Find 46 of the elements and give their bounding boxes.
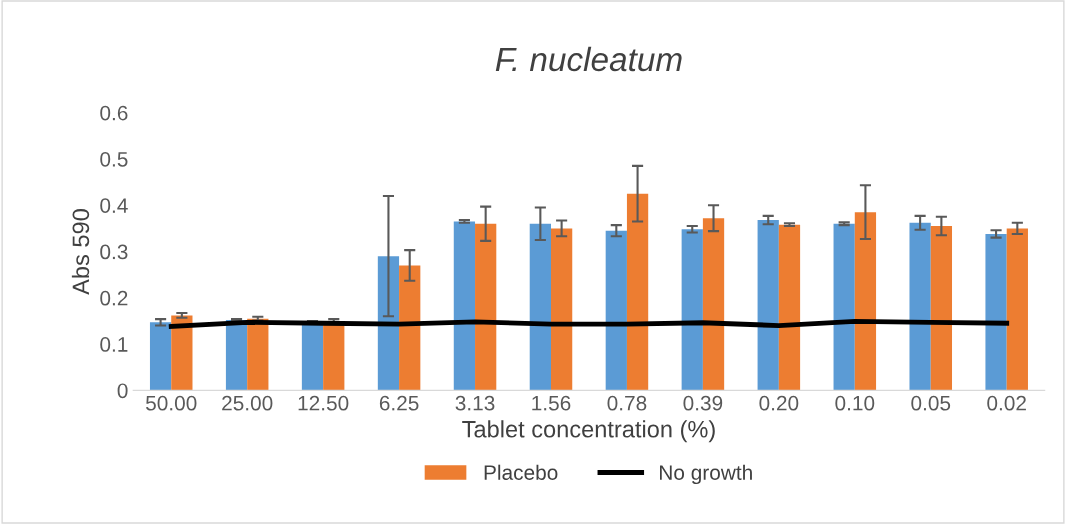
y-tick-label: 0.2 — [100, 290, 128, 306]
x-tick-label: 1.56 — [532, 395, 571, 411]
bar — [930, 226, 953, 391]
bar — [453, 221, 476, 391]
bar — [529, 223, 551, 391]
bar — [985, 233, 1007, 391]
bar — [550, 228, 573, 391]
bar — [1006, 228, 1028, 391]
bar — [909, 222, 931, 391]
bar — [702, 218, 725, 391]
y-axis-title: Abs 590 — [71, 209, 90, 295]
bar — [833, 223, 855, 391]
y-tick-label: 0.6 — [100, 105, 128, 121]
x-tick-label: 6.25 — [379, 395, 419, 411]
chart-title: F. nucleatum — [495, 46, 682, 72]
bar — [681, 229, 703, 391]
bar — [247, 318, 269, 391]
bar — [854, 212, 877, 391]
x-tick-label: 12.50 — [298, 395, 349, 411]
x-tick-label: 3.13 — [455, 395, 495, 411]
x-tick-label: 0.05 — [911, 395, 951, 411]
bar — [171, 315, 193, 391]
x-tick-label: 0.78 — [607, 395, 647, 411]
x-tick-label: 50.00 — [146, 395, 197, 411]
y-tick-label: 0.4 — [100, 198, 128, 213]
bar — [778, 224, 801, 391]
x-axis-title: Tablet concentration (%) — [462, 420, 715, 443]
y-tick-label: 0.3 — [100, 244, 128, 260]
legend-label: Placebo — [484, 464, 558, 480]
bar — [757, 220, 779, 391]
bar — [626, 193, 649, 391]
y-tick-label: 0.1 — [100, 337, 128, 352]
bar — [225, 320, 248, 391]
bar — [399, 265, 421, 391]
bar — [149, 322, 172, 391]
legend-label: No growth — [660, 464, 752, 485]
x-tick-label: 0.39 — [683, 395, 723, 411]
x-tick-label: 0.02 — [987, 395, 1026, 411]
bar — [377, 256, 400, 391]
x-tick-label: 0.20 — [759, 395, 799, 411]
y-tick-label: 0 — [117, 383, 128, 399]
bar — [475, 223, 497, 391]
x-tick-label: 0.10 — [835, 395, 875, 411]
y-tick-label: 0.5 — [100, 151, 128, 167]
x-tick-label: 25.00 — [222, 395, 273, 411]
bar — [605, 230, 627, 391]
